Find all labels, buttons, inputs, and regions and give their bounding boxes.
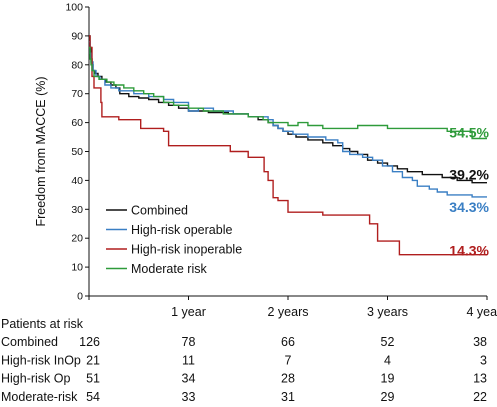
risk-table-title: Patients at risk [1, 317, 84, 331]
end-value-label: 39.2% [449, 167, 489, 183]
risk-cell: 13 [473, 372, 487, 386]
end-value-label: 54.5% [449, 124, 489, 140]
risk-cell: 38 [473, 335, 487, 349]
risk-cell: 33 [182, 390, 196, 404]
risk-cell: 34 [182, 372, 196, 386]
legend-label: Combined [131, 204, 188, 218]
risk-cell: 21 [86, 353, 100, 367]
risk-row-label: Moderate-risk [1, 390, 78, 404]
x-tick-label: 2 years [268, 305, 309, 319]
legend-label: High-risk operable [131, 223, 232, 237]
y-ticks: 0 10 20 30 40 50 60 70 80 90 100 [65, 2, 89, 303]
risk-row-label: High-risk Op [1, 372, 71, 386]
x-ticks: 1 year 2 years 3 years 4 years [88, 296, 497, 319]
risk-cell: 52 [381, 335, 395, 349]
risk-cell: 54 [86, 390, 100, 404]
risk-cell: 7 [285, 353, 292, 367]
risk-row-label: High-risk InOp [1, 353, 81, 367]
risk-cell: 11 [182, 353, 195, 367]
y-tick-label: 60 [71, 117, 83, 129]
legend-label: High-risk inoperable [131, 243, 242, 257]
x-tick-label: 4 years [467, 305, 497, 319]
y-tick-label: 40 [71, 175, 83, 187]
risk-cell: 22 [473, 390, 487, 404]
y-tick-label: 0 [77, 291, 83, 303]
series-line-high-risk-operable [89, 41, 487, 198]
y-tick-label: 70 [71, 88, 83, 100]
end-value-label: 34.3% [449, 199, 489, 215]
y-tick-label: 10 [71, 262, 83, 274]
axes: 0 10 20 30 40 50 60 70 80 90 100 1 year 2 years 3 ye… [65, 2, 497, 320]
y-axis-label: Freedom from MACCE (%) [34, 76, 48, 226]
y-tick-label: 50 [71, 146, 83, 158]
series-line-high-risk-inoperable [89, 35, 487, 256]
x-tick-label: 1 year [171, 305, 206, 319]
y-tick-label: 100 [65, 2, 83, 14]
legend-label: Moderate risk [131, 262, 207, 276]
risk-table: Patients at risk Combined 126 78 66 52 38 High… [1, 317, 487, 404]
risk-row-label: Combined [1, 335, 58, 349]
risk-cell: 29 [381, 390, 395, 404]
end-value-label: 14.3% [449, 243, 489, 259]
y-tick-label: 30 [71, 204, 83, 216]
risk-cell: 31 [281, 390, 295, 404]
risk-cell: 66 [281, 335, 295, 349]
risk-cell: 4 [384, 353, 391, 367]
risk-cell: 3 [480, 353, 487, 367]
y-tick-label: 20 [71, 233, 83, 245]
y-tick-label: 80 [71, 59, 83, 71]
risk-cell: 126 [79, 335, 100, 349]
risk-cell: 28 [281, 372, 295, 386]
series-lines [89, 35, 487, 256]
x-tick-label: 3 years [367, 305, 408, 319]
y-tick-label: 90 [71, 30, 83, 42]
legend: Combined High-risk operable High-risk inop… [106, 204, 242, 276]
series-line-moderate-risk [89, 46, 487, 140]
end-labels: 39.2% 34.3% 14.3% 54.5% [449, 124, 489, 258]
risk-cell: 78 [182, 335, 196, 349]
series-line-combined [89, 35, 487, 184]
risk-cell: 19 [381, 372, 395, 386]
risk-cell: 51 [86, 372, 100, 386]
